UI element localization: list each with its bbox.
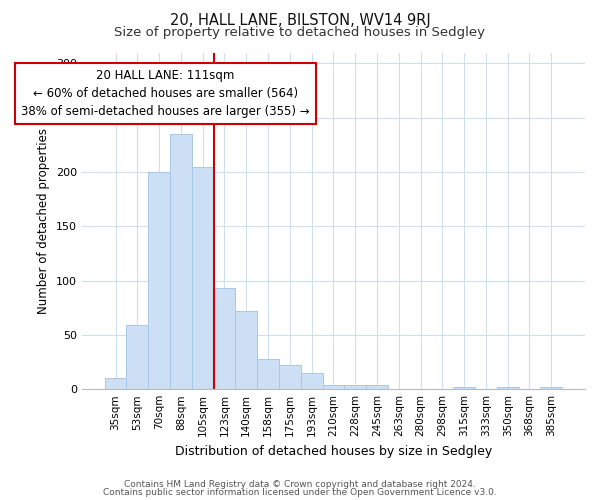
Text: 20 HALL LANE: 111sqm
← 60% of detached houses are smaller (564)
38% of semi-deta: 20 HALL LANE: 111sqm ← 60% of detached h…: [22, 69, 310, 118]
Bar: [301, 373, 323, 389]
Bar: [541, 387, 562, 389]
Bar: [497, 387, 518, 389]
Y-axis label: Number of detached properties: Number of detached properties: [37, 128, 50, 314]
Bar: [192, 166, 214, 389]
Text: Contains HM Land Registry data © Crown copyright and database right 2024.: Contains HM Land Registry data © Crown c…: [124, 480, 476, 489]
X-axis label: Distribution of detached houses by size in Sedgley: Distribution of detached houses by size …: [175, 444, 492, 458]
Bar: [104, 378, 127, 389]
Bar: [344, 385, 366, 389]
Bar: [323, 385, 344, 389]
Bar: [453, 387, 475, 389]
Bar: [279, 366, 301, 389]
Text: Size of property relative to detached houses in Sedgley: Size of property relative to detached ho…: [115, 26, 485, 39]
Text: 20, HALL LANE, BILSTON, WV14 9RJ: 20, HALL LANE, BILSTON, WV14 9RJ: [170, 12, 430, 28]
Bar: [148, 172, 170, 389]
Bar: [257, 359, 279, 389]
Bar: [366, 385, 388, 389]
Bar: [127, 325, 148, 389]
Text: Contains public sector information licensed under the Open Government Licence v3: Contains public sector information licen…: [103, 488, 497, 497]
Bar: [235, 311, 257, 389]
Bar: [170, 134, 192, 389]
Bar: [214, 288, 235, 389]
